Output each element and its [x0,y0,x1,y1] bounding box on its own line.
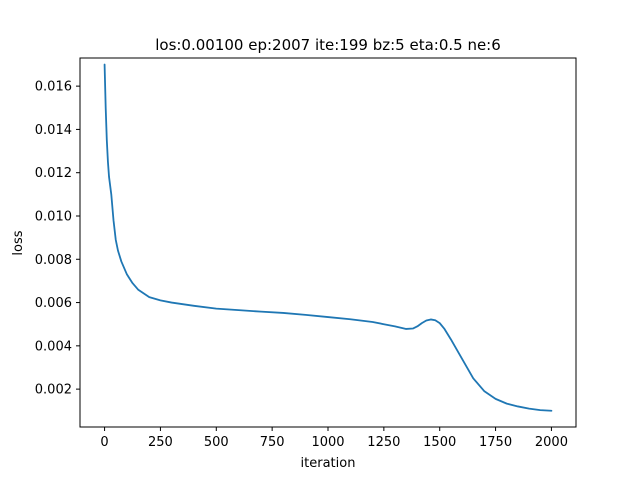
x-axis-label: iteration [301,456,356,471]
y-tick-label: 0.012 [35,166,72,181]
y-tick-label: 0.014 [35,123,72,138]
y-tick-label: 0.004 [35,339,72,354]
y-tick-label: 0.008 [35,253,72,268]
series-line-0 [103,63,553,412]
x-tick-label: 2000 [535,435,568,450]
series-layer [103,63,553,412]
y-axis-ticks: 0.002 0.004 0.006 0.008 0.010 0.012 0.014 0.016 [35,80,80,398]
y-tick-label: 0.006 [35,296,72,311]
x-tick-label: 1000 [311,435,344,450]
x-tick-label: 1750 [479,435,512,450]
chart-title: los:0.00100 ep:2007 ite:199 bz:5 eta:0.5… [155,36,501,54]
x-tick-label: 1250 [367,435,400,450]
x-tick-label: 500 [204,435,229,450]
x-tick-label: 750 [260,435,285,450]
x-tick-label: 0 [100,435,108,450]
y-axis-label: loss [11,230,26,255]
y-tick-label: 0.016 [35,80,72,95]
x-tick-label: 1500 [423,435,456,450]
y-tick-label: 0.010 [35,209,72,224]
x-tick-label: 250 [148,435,173,450]
x-axis-ticks: 0 250 500 750 1000 1250 1500 1750 2000 [100,427,568,450]
y-tick-label: 0.002 [35,383,72,398]
